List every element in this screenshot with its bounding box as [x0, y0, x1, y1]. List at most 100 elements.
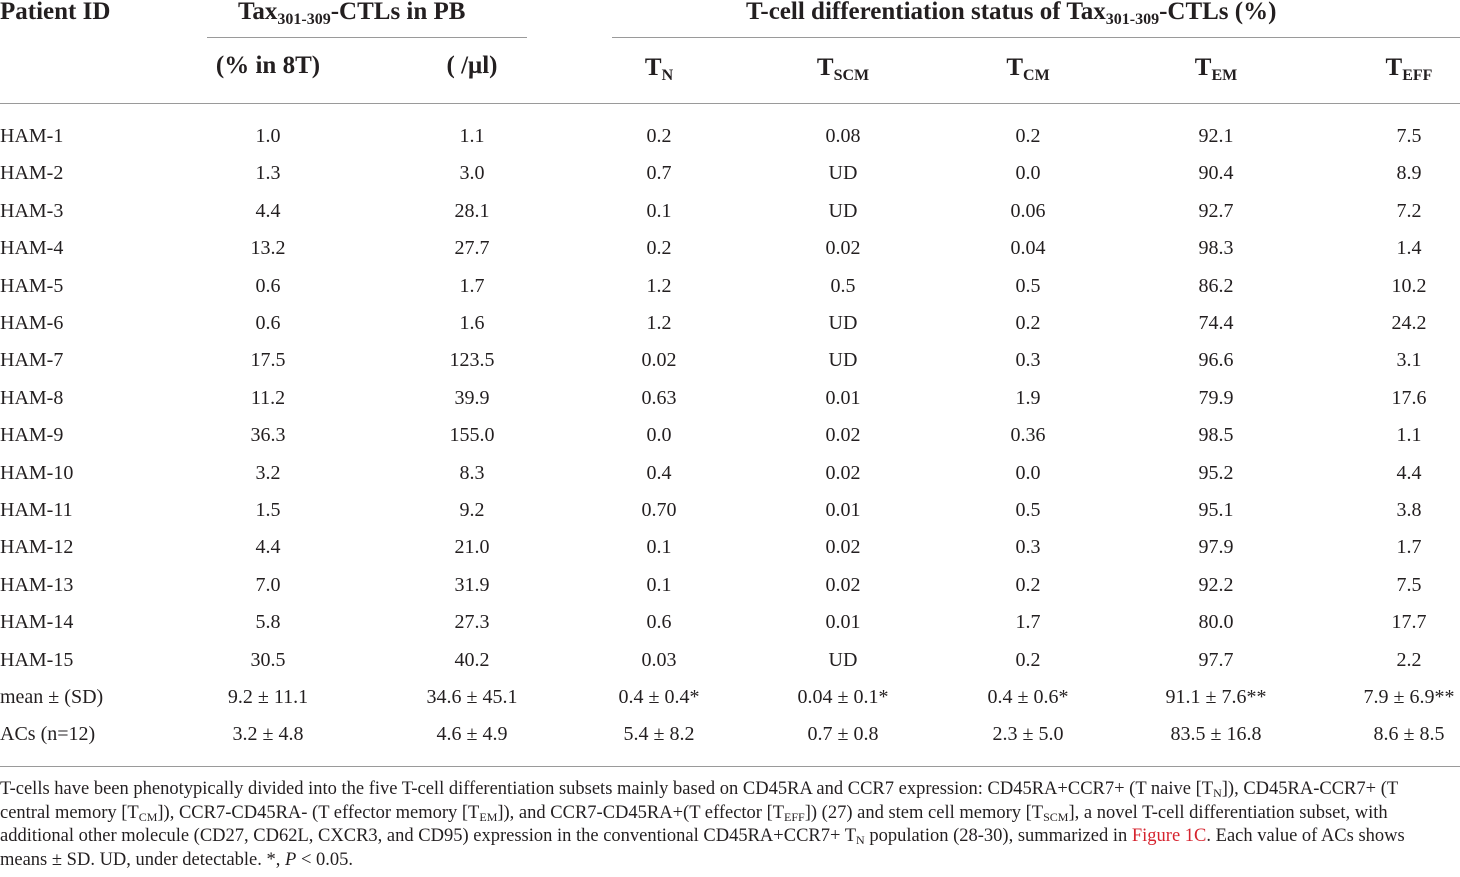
row-label-cell: HAM-5	[0, 274, 64, 297]
table-cell: 0.3	[1015, 349, 1041, 372]
footnote-subscript: N	[856, 833, 865, 848]
table-cell: 0.0	[1015, 162, 1041, 185]
table-cell: 7.5	[1396, 125, 1422, 147]
table-cell: 24.2	[1391, 312, 1427, 334]
table-cell: 0.04 ± 0.1*	[797, 686, 889, 708]
table-cell: 34.6 ± 45.1	[426, 686, 518, 708]
footnote-text: central memory [T	[0, 802, 139, 823]
header-ctl-group-sub: 301-309	[277, 11, 331, 28]
table-row: HAM-4 13.2 27.7 0.2 0.02 0.04 98.3 1.4	[0, 230, 1460, 267]
table-cell: 0.06	[1010, 199, 1046, 222]
table-cell: 0.1	[646, 536, 672, 559]
table-cell: 1.2	[646, 312, 672, 334]
header-col-per-ul: ( /μl)	[446, 52, 498, 79]
row-label-cell: HAM-7	[0, 349, 64, 372]
footnote-text: additional other molecule (CD27, CD62L, …	[0, 826, 857, 847]
row-label-cell: HAM-10	[0, 461, 74, 484]
footnote-subscript: CM	[138, 809, 158, 824]
table-cell: 1.1	[459, 125, 485, 147]
table-cell: 7.0	[255, 573, 281, 596]
table-cell: 1.7	[1015, 611, 1041, 634]
table-cell: 0.04	[1010, 237, 1046, 260]
ctl-group-rule	[207, 37, 527, 38]
table-cell: UD	[828, 199, 858, 222]
table-cell: 0.5	[1015, 499, 1041, 521]
footnote-line-4: means ± SD. UD, under detectable. *, P <…	[0, 849, 1460, 873]
table-cell: 97.7	[1198, 648, 1234, 671]
table-cell: 2.3 ± 5.0	[992, 723, 1064, 746]
table-bottom-rule	[0, 766, 1460, 767]
header-col-tem: TEM	[1194, 54, 1238, 84]
row-label-cell: HAM-3	[0, 199, 64, 222]
table-cell: 155.0	[449, 424, 495, 447]
row-label-cell: HAM-2	[0, 162, 64, 185]
table-cell: 7.2	[1396, 199, 1422, 222]
footnote-subscript: EM	[479, 809, 498, 824]
table-cell: 80.0	[1198, 611, 1234, 634]
table-cell: 30.5	[250, 648, 286, 671]
table-cell: 0.7	[646, 162, 672, 185]
table-cell: 92.2	[1198, 573, 1234, 596]
table-cell: 86.2	[1198, 274, 1234, 297]
footnote-text: < 0.05.	[296, 849, 354, 870]
table-row: HAM-11 1.5 9.2 0.70 0.01 0.5 95.1 3.8	[0, 492, 1460, 529]
table-cell: 92.1	[1198, 125, 1234, 147]
header-diff-group-sub: 301-309	[1105, 11, 1160, 28]
row-label-cell: HAM-15	[0, 648, 74, 671]
table-cell: 0.1	[646, 199, 672, 222]
table-cell: 1.2	[646, 274, 672, 297]
header-diff-group-pre: T-cell differentiation status of Tax	[746, 0, 1106, 25]
table-cell: 0.4 ± 0.6*	[987, 686, 1069, 708]
table-cell: UD	[828, 162, 858, 185]
table-cell: 0.02	[825, 461, 861, 484]
table-row: HAM-3 4.4 28.1 0.1 UD 0.06 92.7 7.2	[0, 193, 1460, 230]
table-cell: 0.02	[825, 536, 861, 559]
row-label-cell: mean ± (SD)	[0, 686, 104, 708]
table-cell: 79.9	[1198, 386, 1234, 409]
figure-link[interactable]: Figure 1C	[1131, 826, 1207, 847]
table-cell: 1.0	[255, 125, 281, 147]
table-cell: 5.4 ± 8.2	[623, 723, 695, 746]
table-cell: 0.2	[1015, 573, 1041, 596]
table-cell: 7.9 ± 6.9**	[1363, 686, 1455, 708]
table-cell: 2.2	[1396, 648, 1422, 671]
table-row: HAM-14 5.8 27.3 0.6 0.01 1.7 80.0 17.7	[0, 604, 1460, 641]
header-diff-group-post: -CTLs (%)	[1159, 0, 1277, 25]
table-cell: 0.03	[641, 648, 677, 671]
table-cell: 8.6 ± 8.5	[1373, 723, 1445, 746]
table-cell: 74.4	[1198, 312, 1234, 334]
table-cell: 1.1	[1396, 424, 1422, 447]
table-cell: 27.3	[454, 611, 490, 634]
table-cell: UD	[828, 648, 858, 671]
row-label-cell: HAM-11	[0, 499, 73, 521]
table-cell: 8.3	[459, 461, 485, 484]
table-cell: 17.6	[1391, 386, 1427, 409]
table-cell: 0.63	[641, 386, 677, 409]
table-cell: 1.6	[459, 312, 485, 334]
row-label-cell: HAM-12	[0, 536, 74, 559]
row-label-cell: ACs (n=12)	[0, 723, 96, 746]
table-cell: 27.7	[454, 237, 490, 260]
table-row: mean ± (SD) 9.2 ± 11.1 34.6 ± 45.1 0.4 ± 0.…	[0, 679, 1460, 716]
header-col-tcm: TCM	[1006, 54, 1050, 84]
table-cell: 95.2	[1198, 461, 1234, 484]
table-cell: 9.2	[459, 499, 485, 521]
header-col-teff: TEFF	[1385, 54, 1433, 84]
table-cell: 83.5 ± 16.8	[1170, 723, 1262, 746]
table-cell: 4.4	[255, 536, 281, 559]
table-cell: 0.2	[1015, 312, 1041, 334]
table-cell: 0.6	[255, 274, 281, 297]
table-row: HAM-13 7.0 31.9 0.1 0.02 0.2 92.2 7.5	[0, 567, 1460, 604]
header-col-pct-8t: (% in 8T)	[215, 52, 321, 79]
table-row: HAM-8 11.2 39.9 0.63 0.01 1.9 79.9 17.6	[0, 380, 1460, 417]
table-cell: 0.08	[825, 125, 861, 147]
header-col-tscm: TSCM	[816, 54, 870, 84]
table-cell: 1.7	[1396, 536, 1422, 559]
table-cell: 17.5	[250, 349, 286, 372]
table-cell: 0.02	[825, 424, 861, 447]
table-cell: 0.6	[646, 611, 672, 634]
table-cell: 5.8	[255, 611, 281, 634]
table-cell: UD	[828, 349, 858, 372]
table-cell: 90.4	[1198, 162, 1234, 185]
table-cell: 4.4	[255, 199, 281, 222]
